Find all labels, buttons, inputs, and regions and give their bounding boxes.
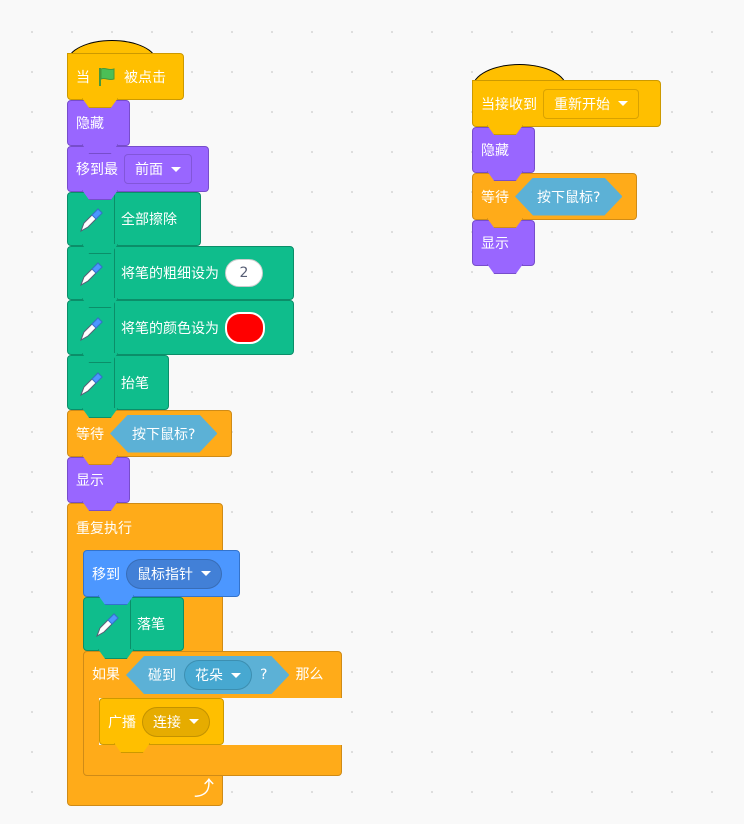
loop-arrow-icon: ⤴ (194, 776, 214, 800)
block-label: 那么 (295, 667, 324, 683)
pen-up-block[interactable]: 抬笔 (67, 355, 169, 410)
broadcast-block[interactable]: 广播 连接 (99, 698, 224, 745)
dropdown-value: 前面 (135, 162, 163, 178)
touching-target-dropdown[interactable]: 花朵 (184, 660, 252, 690)
block-label: 落笔 (137, 617, 165, 633)
block-label: 移到 (92, 566, 120, 583)
block-label: 将笔的颜色设为 (121, 320, 219, 337)
if-inner-arm (84, 699, 99, 744)
block-label: 显示 (76, 473, 104, 489)
pen-color-swatch[interactable] (225, 311, 265, 344)
block-label: 显示 (481, 236, 509, 252)
chevron-down-icon (618, 101, 628, 106)
wait-until-block[interactable]: 等待 按下鼠标? (472, 173, 637, 220)
pen-icon (84, 598, 131, 650)
block-label: 广播 (108, 714, 136, 731)
dropdown-value: 花朵 (195, 668, 223, 684)
go-to-block[interactable]: 移到 鼠标指针 (83, 550, 240, 597)
chevron-down-icon (189, 719, 199, 724)
set-pen-size-block[interactable]: 将笔的粗细设为 2 (67, 246, 294, 300)
block-label: 抬笔 (121, 375, 149, 392)
go-to-target-dropdown[interactable]: 鼠标指针 (126, 558, 222, 589)
when-i-receive-block[interactable]: 当接收到 重新开始 (472, 80, 661, 127)
set-pen-color-block[interactable]: 将笔的颜色设为 (67, 300, 294, 355)
pen-size-input[interactable]: 2 (225, 259, 263, 287)
pen-icon (68, 356, 115, 409)
mouse-down-condition[interactable]: 按下鼠标? (515, 178, 622, 216)
question-mark: ? (260, 667, 268, 683)
green-flag-icon (99, 67, 115, 86)
block-label: 重复执行 (76, 521, 132, 537)
touching-condition[interactable]: 碰到 花朵 ? (126, 656, 289, 694)
block-label: 等待 (481, 189, 509, 206)
chevron-down-icon (201, 571, 211, 576)
block-label: 全部擦除 (121, 212, 177, 228)
dropdown-value: 鼠标指针 (137, 566, 193, 583)
go-to-layer-block[interactable]: 移到最 前面 (67, 146, 209, 192)
block-label: 当接收到 (481, 96, 537, 113)
when-flag-clicked-block[interactable]: 当 被点击 (67, 53, 184, 100)
block-label: 被点击 (124, 69, 166, 86)
broadcast-message-dropdown[interactable]: 连接 (142, 706, 210, 737)
block-label: 如果 (92, 667, 120, 683)
condition-label: 按下鼠标? (132, 426, 196, 443)
mouse-down-condition[interactable]: 按下鼠标? (110, 415, 217, 453)
block-label: 隐藏 (76, 116, 104, 132)
block-label: 将笔的粗细设为 (121, 266, 219, 282)
pen-down-block[interactable]: 落笔 (83, 597, 184, 651)
message-dropdown[interactable]: 重新开始 (543, 88, 639, 119)
condition-label: 碰到 (148, 668, 176, 684)
condition-label: 按下鼠标? (537, 189, 601, 206)
pen-icon (68, 193, 115, 245)
chevron-down-icon (231, 673, 241, 678)
layer-dropdown[interactable]: 前面 (124, 154, 192, 184)
block-label: 移到最 (76, 162, 118, 178)
block-label: 当 (76, 69, 90, 86)
chevron-down-icon (171, 166, 181, 172)
pen-icon (68, 301, 115, 354)
block-label: 等待 (76, 426, 104, 443)
dropdown-value: 连接 (153, 714, 181, 731)
dropdown-value: 重新开始 (554, 96, 610, 113)
pen-icon (68, 247, 115, 299)
block-label: 隐藏 (481, 143, 509, 159)
pen-clear-block[interactable]: 全部擦除 (67, 192, 201, 246)
